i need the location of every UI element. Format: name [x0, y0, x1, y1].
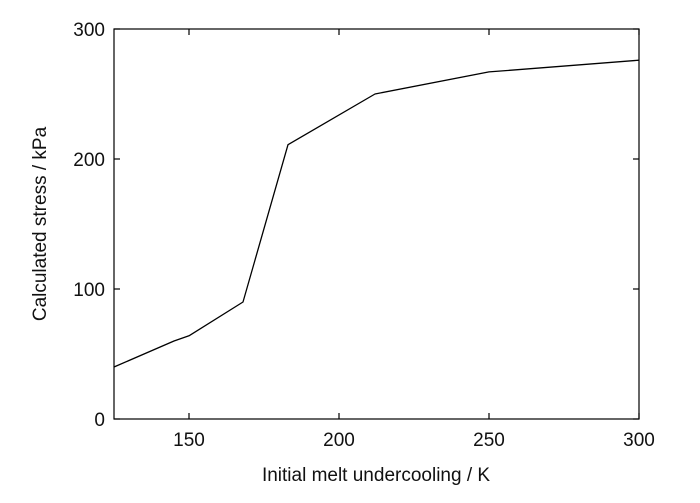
x-tick-label: 200 — [323, 430, 355, 451]
y-axis-label: Calculated stress / kPa — [30, 126, 51, 321]
y-tick-label: 300 — [73, 20, 105, 41]
axis-ticks — [114, 28, 640, 420]
x-tick-label: 300 — [623, 430, 655, 451]
axis-tick-labels: 150 200 250 300 0 100 200 300 — [73, 20, 655, 451]
y-tick-label: 200 — [73, 150, 105, 171]
y-tick-label: 100 — [73, 280, 105, 301]
x-tick-label: 250 — [473, 430, 505, 451]
plot-frame — [113, 28, 640, 420]
x-axis-label: Initial melt undercooling / K — [262, 465, 490, 486]
x-tick-label: 150 — [173, 430, 205, 451]
series-line — [113, 59, 640, 368]
y-tick-label: 0 — [94, 410, 105, 431]
